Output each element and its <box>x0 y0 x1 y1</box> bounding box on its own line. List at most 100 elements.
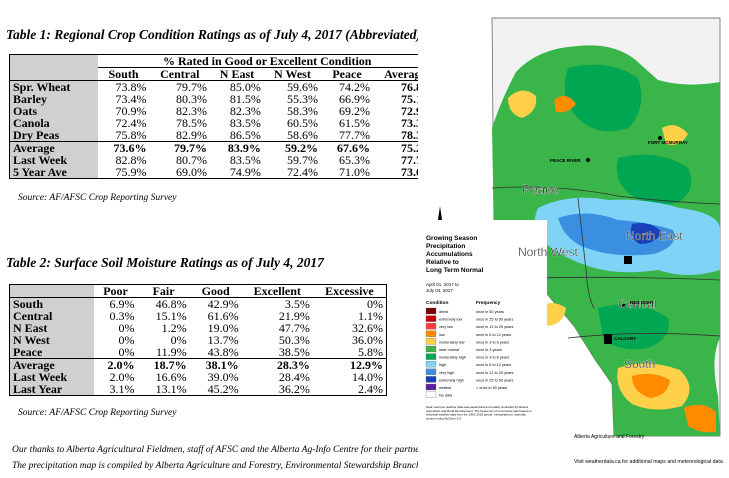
table-cell: 86.5% <box>229 128 261 142</box>
table-cell: 59.2% <box>263 141 321 154</box>
table-cell: 74.9% <box>229 165 261 179</box>
row-label: Central <box>9 310 94 322</box>
table-cell: 69.0% <box>176 165 208 179</box>
legend-text: low <box>439 333 445 337</box>
table-row: Last Year 3.1% 13.1% 45.2% 36.2% 2.4% <box>9 382 387 396</box>
north-arrow-icon <box>438 206 442 220</box>
legend-text: > once in 50 years <box>476 386 507 390</box>
legend-swatch <box>425 307 437 315</box>
legend-swatch <box>425 368 437 375</box>
table-cell: 39.0% <box>207 370 239 384</box>
table-row: Barley 73.4% 80.3% 81.5% 55.3% 66.9% 75.1% <box>9 92 438 106</box>
table-cell: 59.6% <box>286 80 318 94</box>
alberta-map-svg: Growing SeasonPrecipitationAccumulations… <box>418 8 724 472</box>
region-label: South <box>624 357 655 371</box>
table-cell: 80.3% <box>176 92 208 106</box>
legend-swatch <box>425 345 437 353</box>
table-cell: 79.7% <box>176 80 208 94</box>
row-label: Peace <box>9 346 94 359</box>
table-cell: 28.4% <box>278 370 310 384</box>
table-cell: 3.1% <box>109 382 135 396</box>
table-row: Average 2.0% 18.7% 38.1% 28.3% 12.9% <box>9 358 387 371</box>
table-cell: 36.2% <box>278 382 310 396</box>
table2-source: Source: AF/AFSC Crop Reporting Survey <box>18 408 177 418</box>
table-cell: 81.5% <box>229 92 261 106</box>
table-cell: 2.0% <box>93 358 138 371</box>
table-row: Canola 72.4% 78.5% 83.5% 60.5% 61.5% 73.3% <box>9 116 438 130</box>
row-label: Oats <box>9 105 98 117</box>
legend-swatch <box>425 376 437 383</box>
col-header: Poor <box>93 284 138 298</box>
legend-text: once in 12 to 25 years <box>476 371 513 375</box>
col-header: Fair <box>137 284 190 298</box>
table-cell: 77.7% <box>339 128 371 142</box>
table-cell: 3.5% <box>284 297 310 311</box>
col-header: N West <box>263 67 321 81</box>
row-label: Last Week <box>9 371 94 383</box>
legend-text: extremely low <box>439 318 462 322</box>
table-cell: 60.5% <box>286 116 318 130</box>
legend-text: very high <box>439 371 454 375</box>
table-cell: 75.8% <box>115 128 147 142</box>
legend-text: Frequency <box>476 300 501 306</box>
table-cell: 2.0% <box>109 370 135 384</box>
legend-swatch <box>425 315 437 322</box>
table-cell: 14.0% <box>352 370 383 384</box>
legend-text: once in 12 to 25 years <box>476 325 513 329</box>
col-header: Excellent <box>241 284 313 298</box>
row-label: N East <box>9 322 94 334</box>
table-cell: 80.7% <box>176 153 208 167</box>
table-cell: 15.1% <box>155 309 187 323</box>
region-label: Peace <box>522 182 559 197</box>
credit-text: Alberta Agriculture and Forestry <box>574 434 645 440</box>
table-row: N East 0% 1.2% 19.0% 47.7% 32.6% <box>9 321 387 335</box>
table-cell: 32.6% <box>352 321 383 335</box>
legend-text: wettest <box>439 386 452 390</box>
table-cell: 50.3% <box>278 333 310 347</box>
map-title: Growing Season <box>426 235 477 242</box>
soil-moisture-table: Poor Fair Good Excellent Excessive South… <box>9 284 387 396</box>
table-cell: 28.3% <box>241 358 313 371</box>
table-cell: 82.9% <box>176 128 208 142</box>
map-date: July 04, 2017 <box>426 288 453 293</box>
table-cell: 74.2% <box>339 80 371 94</box>
table-cell: 72.4% <box>286 165 318 179</box>
legend-text: once in 3 years <box>476 348 502 352</box>
table-cell: 82.3% <box>229 104 261 118</box>
table-cell: 85.0% <box>229 80 261 94</box>
table-cell: 73.6% <box>97 141 150 154</box>
legend-swatch <box>425 353 437 360</box>
region-label: North East <box>626 229 683 243</box>
city-label: RED DEER <box>630 300 654 305</box>
region-label: Central <box>618 297 657 311</box>
table-cell: 1.2% <box>161 321 187 335</box>
table-cell: 21.9% <box>278 309 310 323</box>
table-cell: 43.8% <box>207 345 239 359</box>
legend-text: extremely high <box>439 378 464 382</box>
table-row: Oats 70.9% 82.3% 82.3% 58.3% 69.2% 72.9% <box>9 104 438 118</box>
col-header: Central <box>149 67 211 81</box>
table-row: Last Week 2.0% 16.6% 39.0% 28.4% 14.0% <box>9 370 387 384</box>
table2-title: Table 2: Surface Soil Moisture Ratings a… <box>6 255 324 270</box>
legend-swatch <box>425 383 437 391</box>
weblink-text: Visit weatherdata.ca for additional maps… <box>574 459 723 465</box>
region-label: North West <box>518 245 578 259</box>
row-label: Barley <box>9 93 98 105</box>
table-cell: 71.0% <box>339 165 371 179</box>
table-cell: 6.9% <box>109 297 135 311</box>
row-label: Average <box>9 358 94 371</box>
legend-swatch <box>425 323 437 330</box>
table-cell: 5.8% <box>358 345 383 359</box>
table-cell: 78.5% <box>176 116 208 130</box>
table-cell: 83.5% <box>229 153 261 167</box>
table-row: South 6.9% 46.8% 42.9% 3.5% 0% <box>9 297 387 311</box>
table-cell: 82.8% <box>115 153 147 167</box>
table-cell: 16.6% <box>155 370 187 384</box>
col-header: Excessive <box>312 284 387 298</box>
legend-text: very low <box>439 325 453 329</box>
corner-cell <box>9 284 94 298</box>
legend-text: moderately high <box>439 356 466 360</box>
row-label: South <box>9 297 94 310</box>
legend-text: once in 6 to 12 years <box>476 363 511 367</box>
legend-text: once in 3 to 6 years <box>476 340 509 344</box>
